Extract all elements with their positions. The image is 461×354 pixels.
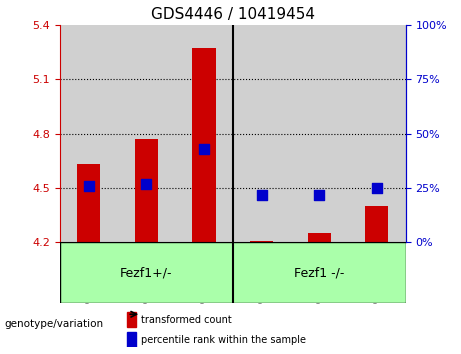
Bar	[127, 332, 136, 347]
Bar	[233, 25, 290, 242]
Bar	[250, 241, 273, 242]
Bar	[193, 48, 216, 242]
Point	[142, 181, 150, 187]
Bar	[233, 242, 406, 303]
Point	[373, 185, 381, 191]
Bar	[60, 242, 233, 303]
Text: transformed count: transformed count	[141, 315, 232, 325]
Text: percentile rank within the sample: percentile rank within the sample	[141, 335, 306, 344]
Text: Fezf1 -/-: Fezf1 -/-	[294, 267, 344, 279]
Text: Fezf1+/-: Fezf1+/-	[120, 267, 172, 279]
Bar	[77, 165, 100, 242]
Bar	[175, 25, 233, 242]
Point	[258, 192, 266, 198]
Bar	[308, 233, 331, 242]
Bar	[348, 25, 406, 242]
Point	[315, 192, 323, 198]
Text: genotype/variation: genotype/variation	[5, 319, 104, 329]
Bar	[60, 25, 118, 242]
Bar	[365, 206, 388, 242]
Bar	[290, 25, 348, 242]
Bar	[135, 139, 158, 242]
Point	[200, 146, 207, 152]
Bar	[127, 312, 136, 327]
Title: GDS4446 / 10419454: GDS4446 / 10419454	[151, 7, 315, 22]
Bar	[118, 25, 175, 242]
Point	[85, 183, 92, 189]
